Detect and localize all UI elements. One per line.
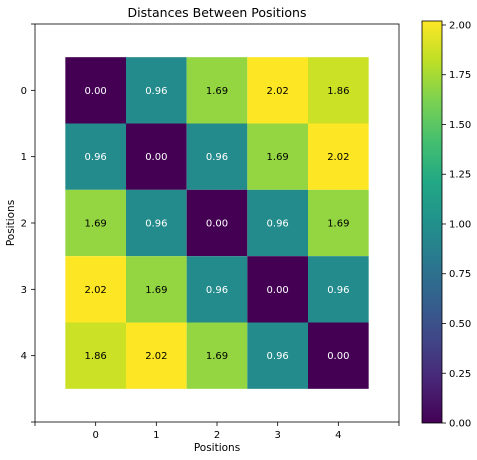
heatmap-cell-label: 0.96 [206, 152, 228, 163]
heatmap-cell-label: 0.00 [327, 351, 349, 362]
heatmap-cell-label: 0.96 [206, 285, 228, 296]
heatmap-cell [186, 57, 248, 124]
colorbar-tick-label: 0.75 [449, 269, 471, 280]
x-axis-label: Positions [194, 442, 240, 454]
y-axis-ticks: 0 1 2 3 4 [21, 23, 35, 423]
colorbar: 0.00 0.25 0.50 0.75 1.00 1.25 1.50 1.75 2.00 [421, 20, 471, 430]
heatmap-cell [308, 189, 369, 257]
heatmap-cell-label: 0.96 [145, 219, 167, 230]
heatmap-cell-label: 1.69 [85, 219, 107, 230]
colorbar-tick-label: 0.00 [449, 419, 471, 430]
colorbar-tick-label: 1.75 [449, 70, 471, 81]
colorbar-tick-label: 1.25 [449, 170, 471, 181]
heatmap-cell-label: 1.69 [206, 351, 228, 362]
heatmap-cell-label: 1.69 [145, 285, 167, 296]
x-tick-label: 2 [214, 430, 220, 441]
heatmap-cell [308, 322, 369, 389]
colorbar-tick-label: 1.50 [449, 120, 471, 131]
heatmap-cell [65, 123, 126, 190]
heatmap-cell [186, 322, 248, 389]
y-tick-label: 3 [21, 285, 27, 296]
heatmap-cell [247, 322, 308, 389]
colorbar-tick-label: 1.00 [449, 219, 471, 230]
heatmap-cell [126, 57, 187, 124]
heatmap-cell [247, 123, 308, 190]
x-tick-label: 3 [274, 430, 280, 441]
heatmap-cell [247, 256, 308, 323]
x-axis-ticks: 0 1 2 3 4 [34, 422, 400, 441]
heatmap-cell-label: 2.02 [145, 351, 167, 362]
heatmap-cell [308, 123, 369, 190]
colorbar-tick-label: 0.25 [449, 369, 471, 380]
heatmap-cell-label: 0.00 [267, 285, 289, 296]
heatmap-cell [308, 57, 369, 124]
colorbar-tick-label: 0.50 [449, 319, 471, 330]
heatmap-cell-label: 2.02 [267, 86, 289, 97]
colorbar-tick-label: 2.00 [449, 20, 471, 31]
heatmap-cell-label: 2.02 [85, 285, 107, 296]
heatmap-cell-label: 1.69 [206, 86, 228, 97]
plot-area: 0.00 0.96 1.69 2.02 1.86 0.96 0.00 0.96 1.69 2.02… [34, 23, 400, 423]
y-tick-label: 1 [21, 152, 27, 163]
heatmap-cell-labels: 0.00 0.96 1.69 2.02 1.86 0.96 0.00 0.96 1.69 2.02… [85, 86, 350, 362]
heatmap-cell [186, 189, 248, 257]
heatmap-cell [126, 189, 187, 257]
heatmap-cell-label: 0.00 [85, 86, 107, 97]
colorbar-gradient [421, 20, 443, 424]
heatmap-cell [65, 322, 126, 389]
heatmap-cell [308, 256, 369, 323]
y-tick-label: 0 [21, 86, 27, 97]
heatmap-cell [247, 189, 308, 257]
heatmap-cell-label: 0.96 [85, 152, 107, 163]
heatmap-cell [65, 57, 126, 124]
y-axis-label: Positions [5, 200, 17, 246]
y-tick-label: 4 [21, 351, 27, 362]
heatmap-cell-label: 2.02 [327, 152, 349, 163]
x-tick-label: 4 [335, 430, 341, 441]
heatmap-cell-label: 1.86 [327, 86, 349, 97]
heatmap-cell [186, 256, 248, 323]
x-tick-label: 1 [153, 430, 159, 441]
heatmap-cell-label: 1.69 [327, 219, 349, 230]
heatmap-cell [126, 123, 187, 190]
heatmap-cell [126, 256, 187, 323]
heatmap-cell-label: 1.86 [85, 351, 107, 362]
heatmap-cell-label: 0.00 [206, 219, 228, 230]
heatmap-cell-label: 0.96 [267, 351, 289, 362]
heatmap-cell-label: 0.96 [267, 219, 289, 230]
x-tick-label: 0 [92, 430, 98, 441]
heatmap-cell [186, 123, 248, 190]
chart-title: Distances Between Positions [128, 5, 307, 20]
y-tick-label: 2 [21, 219, 27, 230]
heatmap-cell-label: 0.96 [327, 285, 349, 296]
heatmap-cell [65, 256, 126, 323]
heatmap-cell-label: 0.00 [145, 152, 167, 163]
heatmap-cell-label: 1.69 [267, 152, 289, 163]
colorbar-ticks: 0.00 0.25 0.50 0.75 1.00 1.25 1.50 1.75 2.00 [442, 20, 471, 430]
heatmap-cell [126, 322, 187, 389]
heatmap-cell [247, 57, 308, 124]
heatmap-cells [65, 57, 369, 389]
heatmap-cell [65, 189, 126, 257]
heatmap-cell-label: 0.96 [145, 86, 167, 97]
